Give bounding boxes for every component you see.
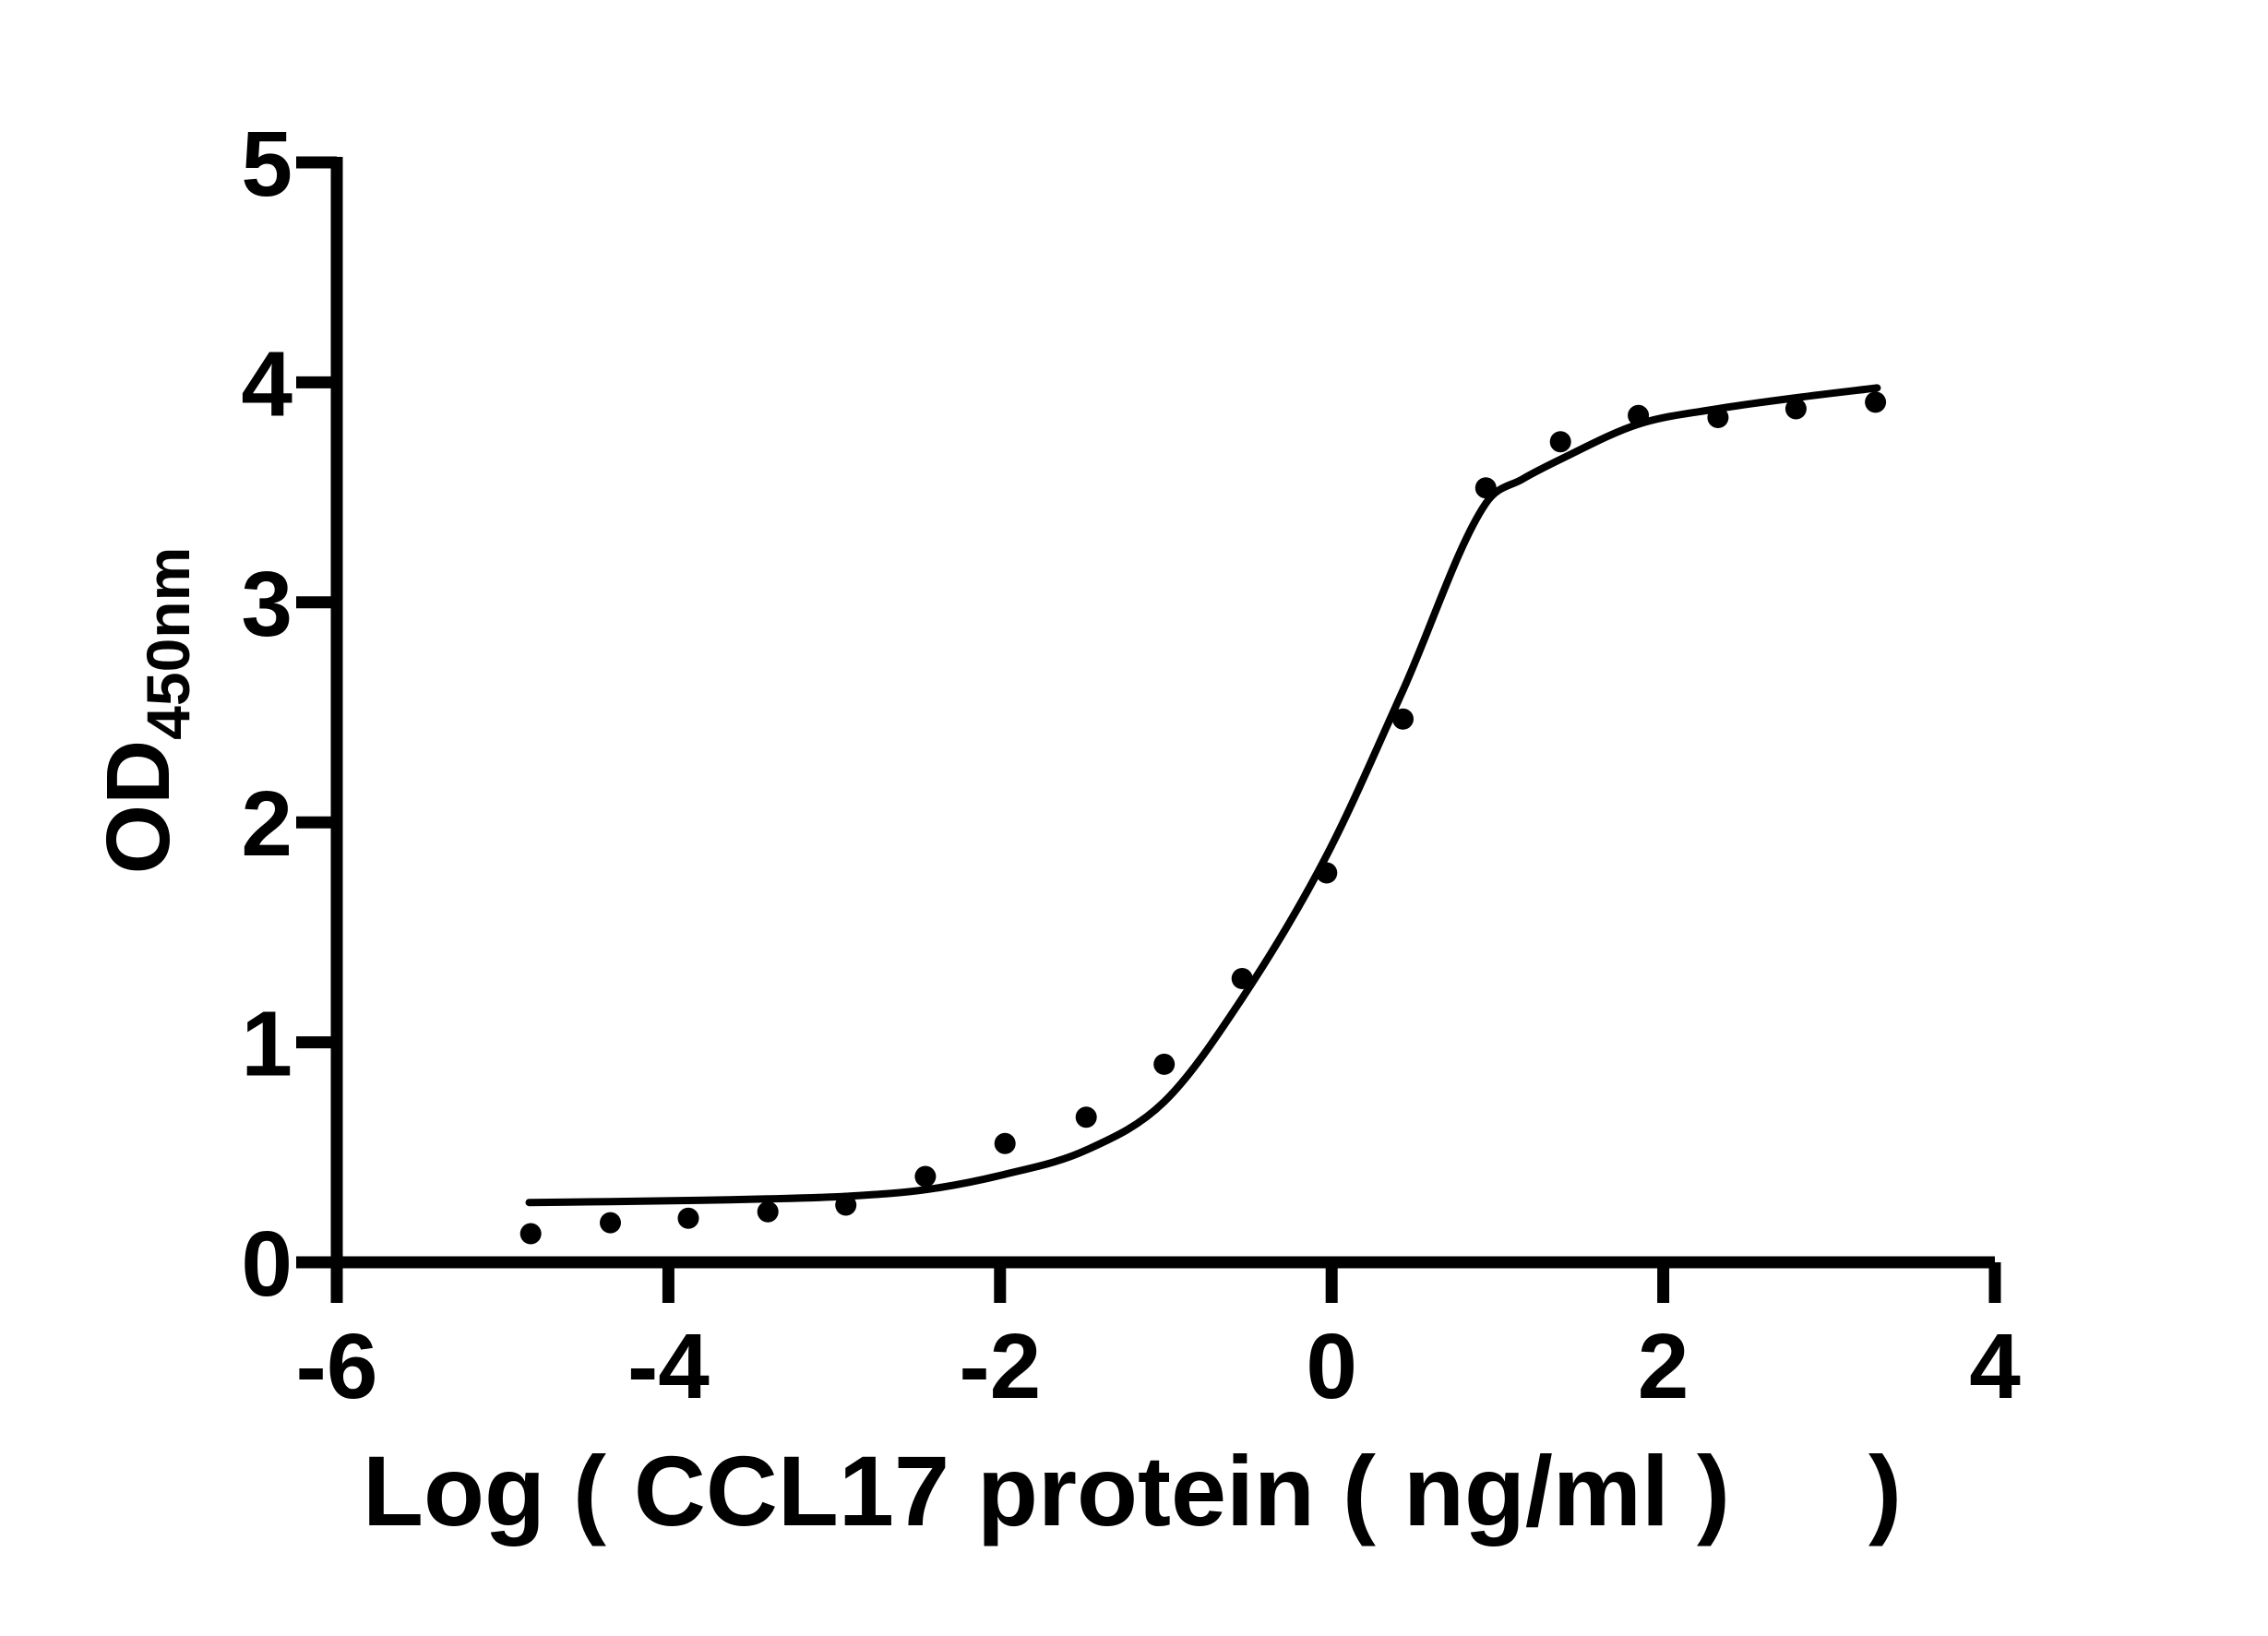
x-tick-label: 0 [1306,1315,1357,1418]
x-axis-title: Log ( CCL17 protein ( ng/ml ) ) [363,1435,1902,1546]
y-tick-label: 2 [241,772,292,876]
scatter-points [519,391,1887,1245]
fit-curve [525,384,1881,1207]
data-point [677,1207,699,1229]
axes [330,157,1995,1303]
data-series [519,384,1887,1245]
axis-tick-labels: -6 -4 -2 0 2 4 0 1 2 3 4 5 [241,113,2021,1418]
data-point [1153,1053,1176,1075]
y-tick-label: 3 [241,553,292,656]
data-point [1785,398,1807,420]
x-tick-label: -6 [296,1315,378,1418]
y-tick-label: 1 [241,993,292,1096]
data-point [1075,1106,1097,1128]
y-axis-title: OD450nm [88,547,202,875]
data-point [600,1212,621,1234]
x-tick-label: -4 [627,1315,710,1418]
data-point [994,1132,1016,1154]
data-point [519,1223,542,1245]
x-tick-label: -2 [959,1315,1041,1418]
data-point [914,1165,937,1188]
y-tick-label: 5 [241,113,292,216]
y-axis-title-main: OD [88,740,188,875]
data-point [757,1200,779,1223]
data-point [1392,708,1414,730]
data-point [1549,431,1571,453]
y-tick-label: 4 [241,332,292,436]
data-point [1865,391,1887,413]
x-tick-label: 4 [1969,1315,2021,1418]
axis-ticks [296,156,2001,1303]
y-tick-label: 0 [241,1212,292,1316]
x-tick-label: 2 [1638,1315,1689,1418]
y-axis-title-subscript: 450nm [134,547,202,740]
